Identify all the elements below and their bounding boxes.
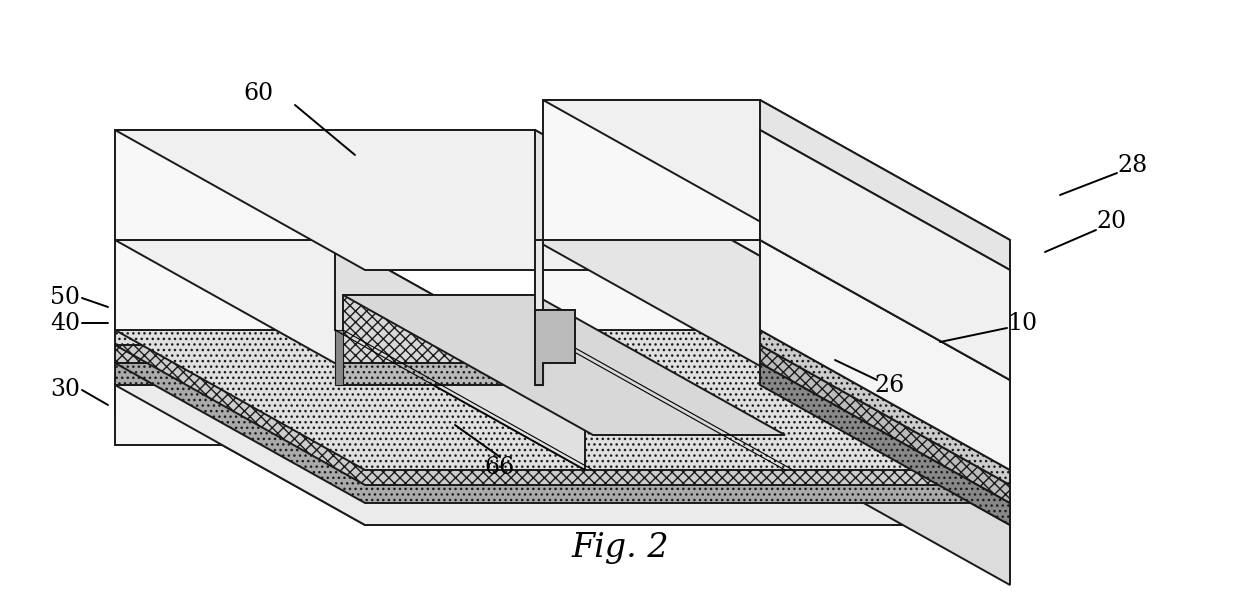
Polygon shape: [760, 130, 1011, 380]
Text: 40: 40: [50, 311, 81, 334]
Polygon shape: [760, 200, 1011, 355]
Polygon shape: [760, 385, 1011, 555]
Polygon shape: [343, 363, 534, 385]
Polygon shape: [115, 385, 1011, 525]
Text: 66: 66: [485, 456, 515, 480]
Polygon shape: [543, 240, 760, 330]
Polygon shape: [760, 190, 1011, 380]
Polygon shape: [335, 240, 585, 470]
Polygon shape: [760, 363, 1011, 525]
Polygon shape: [543, 100, 760, 240]
Text: 28: 28: [1118, 154, 1148, 177]
Polygon shape: [534, 130, 785, 380]
Polygon shape: [115, 130, 534, 240]
Polygon shape: [115, 345, 760, 363]
Polygon shape: [115, 330, 760, 345]
Text: 30: 30: [50, 379, 81, 401]
Polygon shape: [115, 385, 760, 445]
Text: 26: 26: [875, 375, 905, 398]
Polygon shape: [115, 240, 335, 330]
Polygon shape: [115, 240, 585, 380]
Polygon shape: [760, 230, 1011, 470]
Polygon shape: [115, 363, 1011, 503]
Text: 60: 60: [243, 81, 273, 104]
Polygon shape: [343, 295, 785, 435]
Text: 10: 10: [1007, 311, 1037, 334]
Polygon shape: [760, 385, 1011, 585]
Polygon shape: [760, 130, 1011, 380]
Polygon shape: [115, 385, 760, 415]
Text: Fig. 2: Fig. 2: [572, 532, 668, 564]
Polygon shape: [760, 215, 1011, 370]
Polygon shape: [115, 345, 1011, 485]
Polygon shape: [115, 330, 1011, 470]
Polygon shape: [343, 295, 534, 363]
Text: 50: 50: [50, 287, 81, 310]
Polygon shape: [760, 190, 1011, 340]
Polygon shape: [534, 310, 575, 363]
Polygon shape: [543, 240, 1011, 380]
Polygon shape: [534, 310, 575, 385]
Polygon shape: [760, 345, 1011, 503]
Polygon shape: [534, 240, 543, 363]
Polygon shape: [760, 100, 1011, 380]
Polygon shape: [534, 330, 543, 385]
Polygon shape: [543, 100, 1011, 240]
Polygon shape: [760, 240, 1011, 555]
Polygon shape: [760, 330, 1011, 485]
Polygon shape: [115, 363, 760, 385]
Polygon shape: [115, 385, 1011, 525]
Text: 20: 20: [1097, 211, 1127, 234]
Polygon shape: [115, 130, 785, 270]
Polygon shape: [335, 330, 343, 385]
